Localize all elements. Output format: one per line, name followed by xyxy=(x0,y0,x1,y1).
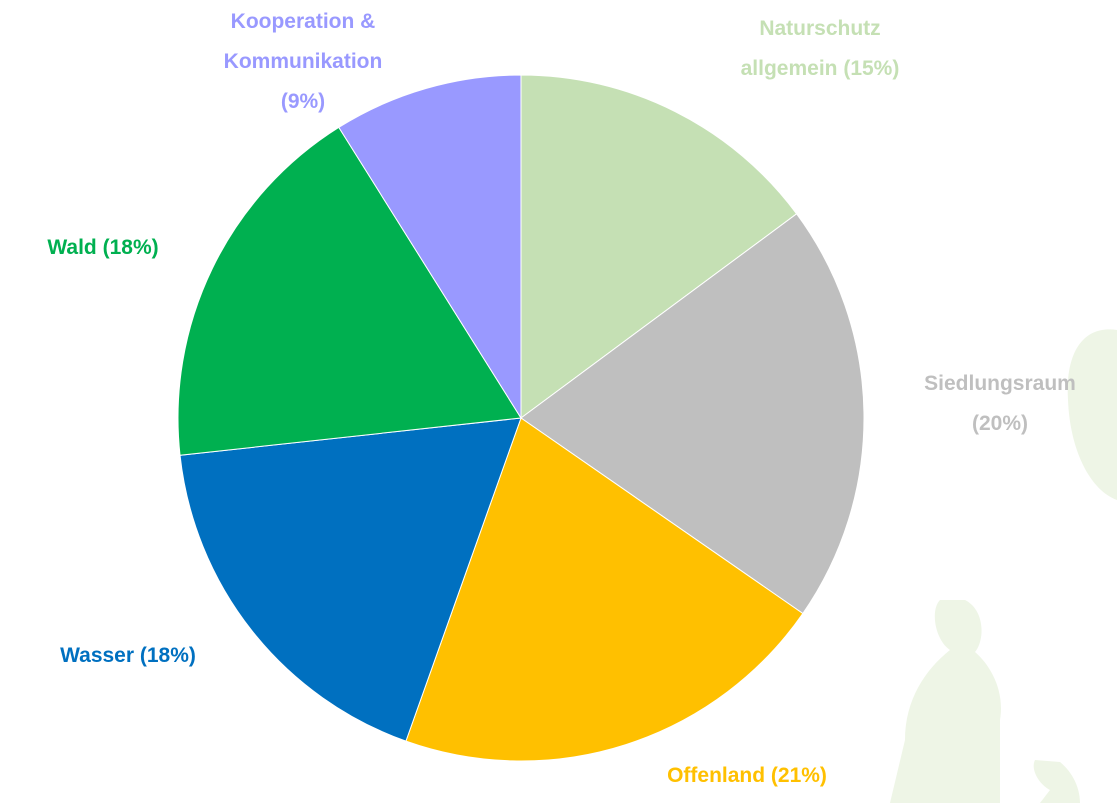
label-line: Wasser xyxy=(60,644,134,667)
data-label: Kooperation & Kommunikation (9%) xyxy=(224,10,383,113)
label-line: allgemein xyxy=(741,57,838,80)
background-decoration xyxy=(890,329,1117,803)
label-line: Siedlungsraum xyxy=(924,372,1076,395)
data-label: Naturschutz allgemein (15%) xyxy=(741,17,900,80)
pie xyxy=(178,75,864,761)
data-label: Wald (18%) xyxy=(47,236,158,259)
data-label: Wasser (18%) xyxy=(60,644,196,667)
label-line: Offenland xyxy=(667,764,765,787)
value-label: (15%) xyxy=(838,57,900,80)
value-label: (21%) xyxy=(765,764,827,787)
value-label: (18%) xyxy=(97,236,159,259)
label-line: Kooperation & xyxy=(231,10,376,33)
data-label: Offenland (21%) xyxy=(667,764,827,787)
label-line: Naturschutz xyxy=(759,17,880,40)
chart: Naturschutz allgemein (15%) Siedlungsraum (… xyxy=(0,0,1117,803)
label-line: Wald xyxy=(47,236,96,259)
value-label: (18%) xyxy=(134,644,196,667)
label-line: Kommunikation xyxy=(224,50,383,73)
value-label: (20%) xyxy=(972,412,1028,435)
value-label: (9%) xyxy=(281,90,325,113)
data-label: Siedlungsraum (20%) xyxy=(924,372,1076,435)
